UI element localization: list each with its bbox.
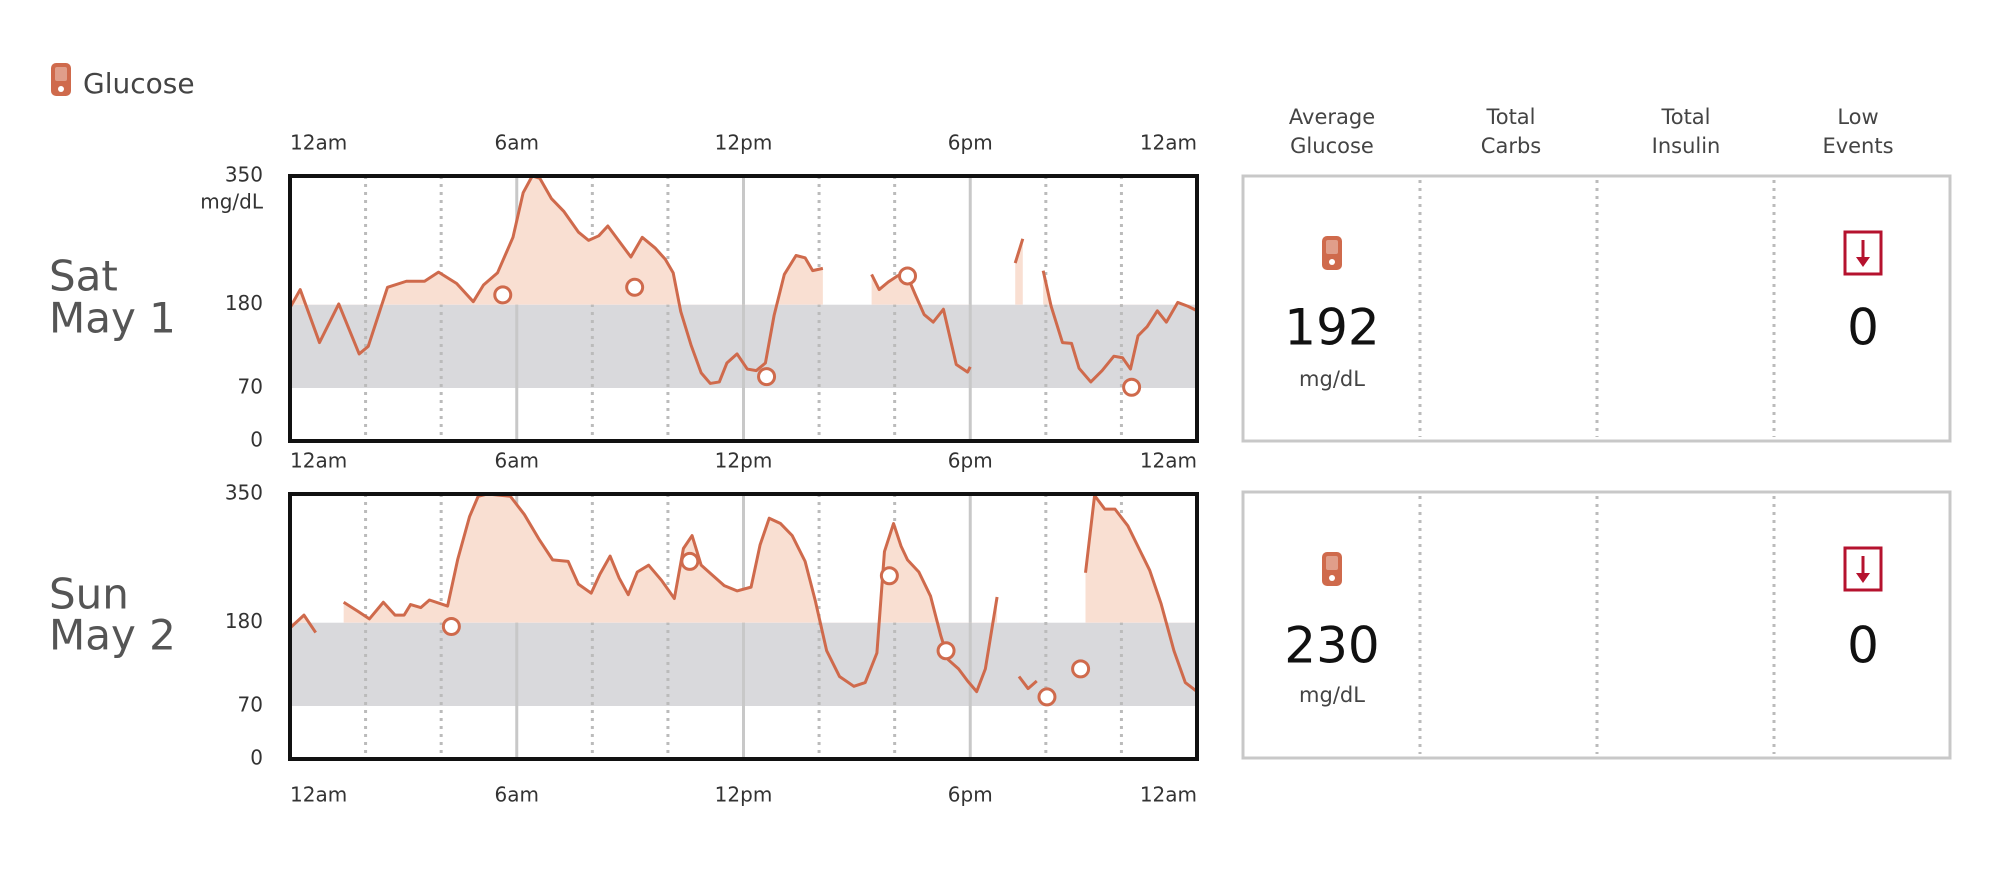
column-header: Events (1822, 134, 1893, 158)
y-tick-label: 70 (238, 375, 263, 399)
x-tick-label: 12am (290, 449, 347, 473)
column-header: Carbs (1481, 134, 1541, 158)
stats-box (1241, 490, 1952, 760)
low-event-icon (1843, 230, 1883, 276)
column-header: Total (1660, 105, 1710, 129)
day-label: May 1 (49, 294, 176, 343)
x-tick-label: 12am (1140, 783, 1197, 807)
average-glucose-unit: mg/dL (1299, 367, 1365, 391)
x-tick-label: 6am (495, 449, 539, 473)
x-tick-label: 12pm (715, 131, 773, 155)
section-title: Glucose (83, 67, 195, 100)
glucose-chart: 12am 12am 6am 6am 12pm 12pm 6pm 6pm 12am 12am 0 70 1… (225, 449, 1199, 807)
fingerstick-point (1037, 687, 1057, 707)
x-tick-label: 12am (290, 131, 347, 155)
x-tick-label: 6am (495, 783, 539, 807)
plot-frame (288, 492, 1199, 761)
y-tick-label: 350 (225, 163, 263, 187)
fingerstick-point (1122, 377, 1142, 397)
fingerstick-point (757, 367, 777, 387)
x-tick-label: 6pm (948, 131, 993, 155)
y-tick-label: 0 (250, 428, 263, 452)
glucose-icon (1322, 236, 1342, 270)
fingerstick-point (936, 641, 956, 661)
column-header: Low (1837, 105, 1878, 129)
stats-box (1241, 174, 1952, 443)
x-tick-label: 12am (290, 783, 347, 807)
plot-frame (288, 174, 1199, 443)
day-label: Sun (49, 570, 129, 619)
x-tick-label: 12pm (715, 449, 773, 473)
fingerstick-point (625, 277, 645, 297)
fingerstick-point (1071, 659, 1091, 679)
y-tick-label: 180 (225, 609, 263, 633)
fingerstick-point (898, 266, 918, 286)
average-glucose-value: 192 (1284, 299, 1379, 357)
x-tick-label: 6pm (948, 449, 993, 473)
fingerstick-point (879, 566, 899, 586)
low-events-value: 0 (1847, 617, 1879, 675)
x-tick-label: 12pm (715, 783, 773, 807)
fingerstick-point (680, 551, 700, 571)
column-header: Total (1485, 105, 1535, 129)
day-label: May 2 (49, 611, 176, 660)
y-tick-label: 0 (250, 746, 263, 770)
y-tick-label: 70 (238, 693, 263, 717)
high-area (290, 494, 1197, 623)
x-tick-label: 6pm (948, 783, 993, 807)
glucose-chart: 12am 6am 12pm 6pm 12am 0 70 180 350 mg/dL (200, 131, 1199, 452)
fingerstick-point (493, 285, 513, 305)
day-label: Sat (49, 252, 118, 301)
average-glucose-value: 230 (1284, 617, 1379, 675)
low-event-icon (1843, 546, 1883, 592)
fingerstick-point (441, 617, 461, 636)
x-tick-label: 12am (1140, 131, 1197, 155)
x-tick-label: 6am (495, 131, 539, 155)
glucose-line (288, 174, 1198, 385)
glucose-icon (51, 63, 71, 96)
column-header: Average (1289, 105, 1375, 129)
y-unit-label: mg/dL (200, 190, 264, 214)
average-glucose-unit: mg/dL (1299, 683, 1365, 707)
y-tick-label: 180 (225, 291, 263, 315)
low-events-value: 0 (1847, 299, 1879, 357)
y-tick-label: 350 (225, 481, 263, 505)
x-tick-label: 12am (1140, 449, 1197, 473)
column-header: Insulin (1652, 134, 1721, 158)
glucose-line (288, 492, 1198, 694)
column-header: Glucose (1290, 134, 1374, 158)
high-area (290, 176, 1197, 305)
glucose-icon (1322, 552, 1342, 586)
